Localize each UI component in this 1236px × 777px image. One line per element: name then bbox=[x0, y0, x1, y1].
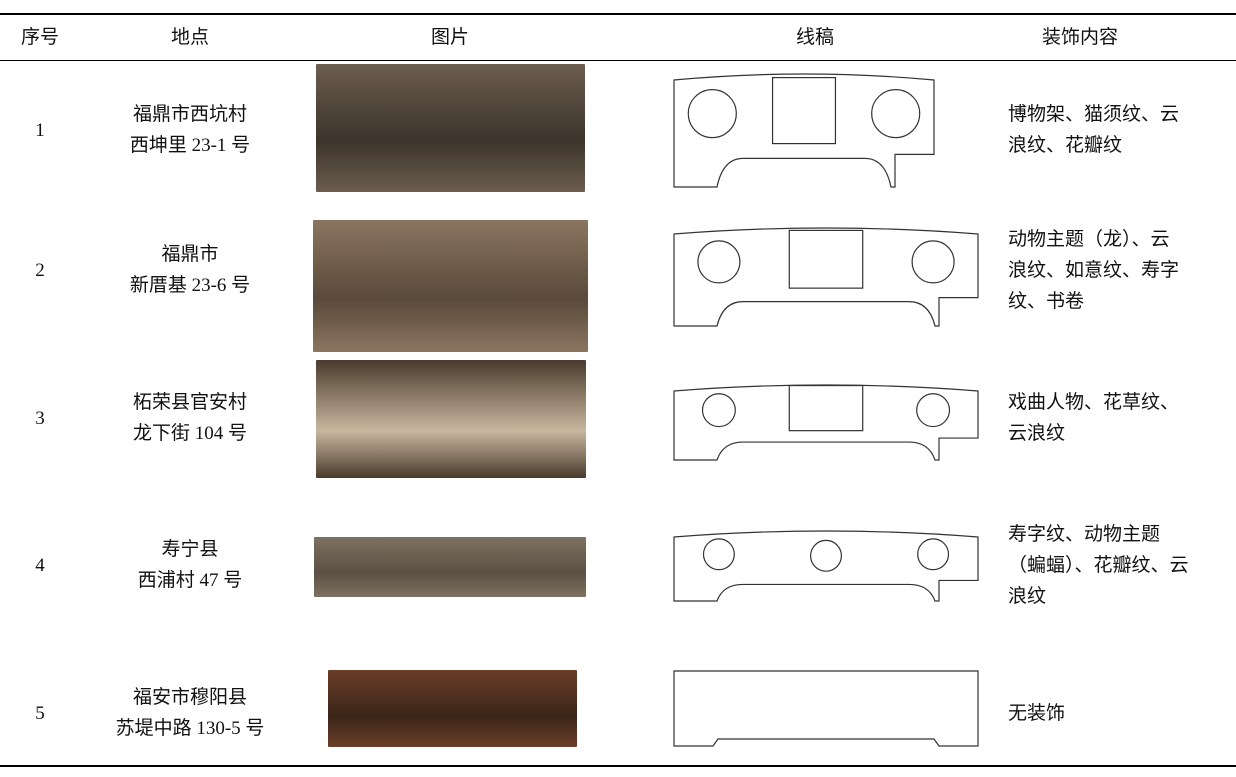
location-line: 柘荣县官安村 bbox=[132, 392, 248, 413]
decoration-line: 纹、书卷 bbox=[1008, 290, 1085, 312]
location-line: 寿宁县 bbox=[161, 539, 219, 560]
top-rule bbox=[0, 13, 1236, 15]
header-cell: 图片 bbox=[430, 27, 470, 48]
decoration-line: 博物架、猫须纹、云 bbox=[1008, 104, 1180, 125]
header-cell: 序号 bbox=[20, 27, 60, 48]
line-drawing bbox=[673, 530, 979, 602]
location-line: 福安市穆阳县 bbox=[132, 687, 248, 708]
header-cell: 线稿 bbox=[795, 27, 835, 48]
row-index: 2 bbox=[35, 260, 45, 281]
decoration-line: 无装饰 bbox=[1008, 702, 1066, 724]
decoration-line: （蝙蝠）、花瓣纹、云 bbox=[1008, 554, 1189, 576]
header-cell: 地点 bbox=[170, 27, 210, 48]
decoration-line: 浪纹 bbox=[1008, 585, 1047, 607]
decoration-line: 动物主题（龙）、云 bbox=[1008, 228, 1170, 250]
decoration-line: 浪纹、花瓣纹 bbox=[1008, 135, 1123, 156]
bottom-rule bbox=[0, 765, 1236, 767]
location-line: 福鼎市西坑村 bbox=[132, 104, 248, 125]
line-drawing bbox=[673, 73, 935, 188]
location-line: 龙下街 104 号 bbox=[132, 423, 248, 444]
location-line: 福鼎市 bbox=[161, 244, 219, 265]
decoration-line: 戏曲人物、花草纹、 bbox=[1008, 392, 1180, 413]
row-index: 1 bbox=[35, 120, 45, 141]
decoration-line: 寿字纹、动物主题 bbox=[1008, 523, 1161, 545]
photo bbox=[313, 220, 588, 352]
decoration-line: 云浪纹 bbox=[1008, 423, 1066, 444]
photo bbox=[314, 537, 586, 597]
line-drawing bbox=[673, 227, 979, 327]
line-drawing bbox=[673, 670, 979, 747]
location-line: 新厝基 23-6 号 bbox=[129, 275, 251, 296]
photo bbox=[316, 360, 586, 478]
row-index: 3 bbox=[35, 408, 45, 429]
location-line: 苏堤中路 130-5 号 bbox=[115, 718, 265, 739]
decoration-line: 浪纹、如意纹、寿字 bbox=[1008, 259, 1180, 281]
row-index: 4 bbox=[35, 555, 45, 576]
location-line: 西浦村 47 号 bbox=[137, 570, 243, 591]
row-index: 5 bbox=[35, 703, 45, 724]
photo bbox=[328, 670, 577, 747]
photo bbox=[316, 64, 585, 192]
line-drawing bbox=[673, 384, 979, 461]
header-rule bbox=[0, 60, 1236, 61]
header-cell: 装饰内容 bbox=[1041, 27, 1119, 48]
location-line: 西坤里 23-1 号 bbox=[129, 135, 251, 156]
